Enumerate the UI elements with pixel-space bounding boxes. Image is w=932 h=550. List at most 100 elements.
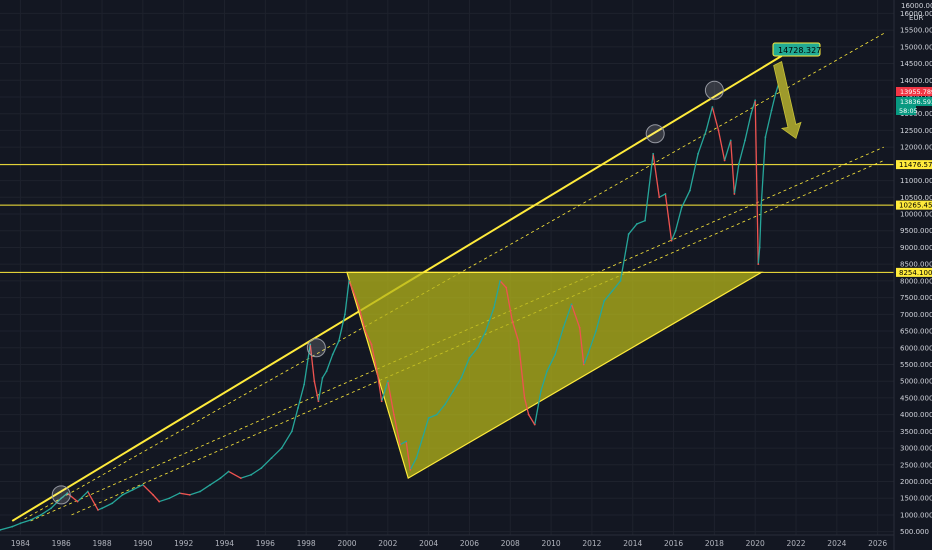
- price-segment: [189, 490, 201, 496]
- price-segment: [370, 344, 379, 375]
- peak-label-text: 14728.327: [778, 46, 821, 55]
- price-point: [393, 413, 395, 416]
- price-point: [409, 468, 412, 471]
- price-segment: [603, 290, 613, 302]
- forecast-arrow: [773, 60, 802, 140]
- x-tick-label: 1996: [256, 539, 275, 548]
- price-point: [219, 477, 222, 480]
- price-point: [309, 343, 312, 346]
- price-segment: [477, 330, 487, 349]
- price-point: [435, 413, 438, 416]
- price-segment: [281, 431, 293, 449]
- price-segment: [764, 110, 773, 138]
- price-point: [364, 330, 367, 332]
- price-segment: [644, 153, 654, 221]
- y-tick-label: 15000.000: [900, 43, 932, 51]
- price-segment: [540, 370, 548, 392]
- price-point: [754, 99, 757, 102]
- price-segment: [754, 100, 759, 265]
- price-segment: [493, 280, 501, 308]
- price-point: [737, 162, 740, 165]
- y-tick-label: 7500.000: [900, 294, 932, 302]
- level-label-bg: [896, 160, 932, 170]
- price-segment: [570, 304, 581, 328]
- y-tick-label: 11000.000: [900, 177, 932, 185]
- price-segment: [101, 502, 113, 509]
- price-point: [344, 313, 346, 316]
- currency-label: EUR: [909, 14, 924, 22]
- price-point: [452, 390, 455, 393]
- price-point: [711, 106, 714, 108]
- level-labels: 11476.574 10265.456 8254.100: [896, 160, 932, 277]
- price-point: [750, 112, 753, 115]
- price-segment: [452, 377, 462, 392]
- price-point: [729, 139, 732, 142]
- price-point: [337, 340, 340, 342]
- x-axis-ticks: 1984 1986 1988 1990 1992 1994 1996 1998 2000 2002…: [11, 539, 888, 548]
- y-tick-label: 3000.000: [900, 445, 932, 453]
- y-tick-label: 8500.000: [900, 261, 932, 269]
- price-point: [280, 447, 283, 449]
- price-segment: [554, 327, 564, 355]
- price-point: [764, 136, 767, 138]
- price-segment: [50, 497, 62, 509]
- price-point: [270, 457, 273, 459]
- price-segment: [250, 467, 262, 476]
- price-point: [619, 279, 622, 282]
- price-segment: [291, 407, 299, 432]
- bid-price-badge-bg: [896, 97, 932, 106]
- price-point: [635, 223, 638, 225]
- x-tick-label: 2012: [582, 539, 601, 548]
- price-segment: [611, 280, 621, 292]
- y-tick-label: 8000.000: [900, 277, 932, 285]
- price-point: [697, 152, 699, 155]
- corner-label: 16000.00: [901, 2, 932, 10]
- price-point: [290, 430, 293, 433]
- x-tick-label: 1992: [174, 539, 193, 548]
- price-point: [380, 400, 383, 403]
- price-point: [493, 306, 495, 309]
- price-point: [227, 470, 230, 473]
- y-tick-label: 16000.000: [900, 10, 932, 18]
- price-point: [603, 300, 606, 302]
- price-point: [188, 493, 191, 496]
- price-segment: [381, 380, 389, 402]
- x-tick-label: 2014: [623, 539, 642, 548]
- x-tick-label: 2004: [419, 539, 438, 548]
- price-point: [29, 519, 32, 521]
- price-segment: [87, 491, 99, 511]
- price-segment: [376, 374, 383, 402]
- price-point: [717, 129, 720, 132]
- price-segment: [499, 280, 507, 289]
- price-point: [546, 370, 548, 373]
- level-label-text: 11476.574: [899, 161, 932, 169]
- price-segment: [169, 492, 180, 499]
- y-tick-label: 10000.000: [900, 211, 932, 219]
- price-point: [468, 356, 471, 359]
- price-segment: [528, 414, 536, 425]
- y-tick-label: 9000.000: [900, 244, 932, 252]
- price-segment: [66, 492, 78, 503]
- price-point: [386, 380, 389, 383]
- price-point: [658, 196, 661, 199]
- price-segment: [409, 457, 417, 471]
- x-tick-label: 2002: [378, 539, 397, 548]
- price-segment: [750, 100, 756, 114]
- price-point: [578, 326, 581, 329]
- price-point: [101, 507, 103, 510]
- price-point: [60, 497, 63, 500]
- price-segment: [260, 457, 272, 469]
- price-point: [376, 373, 379, 376]
- price-segment: [744, 113, 752, 141]
- price-segment: [523, 397, 530, 415]
- x-tick-label: 2010: [542, 539, 561, 548]
- price-segment: [619, 233, 630, 281]
- price-point: [523, 397, 526, 399]
- bid-price-text: 13836.593: [900, 98, 932, 106]
- price-point: [652, 152, 655, 155]
- price-segment: [60, 492, 68, 499]
- price-segment: [697, 130, 707, 155]
- price-point: [570, 303, 573, 306]
- price-segment: [711, 106, 720, 131]
